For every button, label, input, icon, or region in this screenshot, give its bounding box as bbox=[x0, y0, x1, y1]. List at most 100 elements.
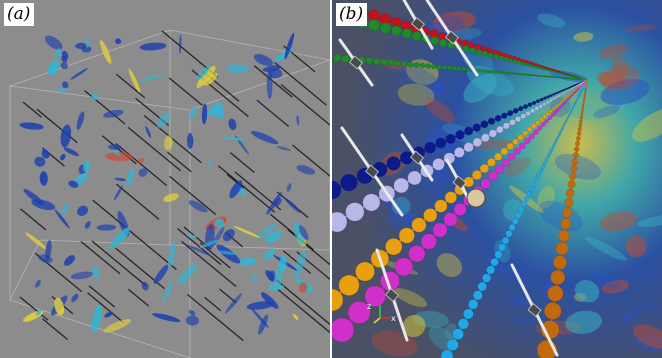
vortex-blob bbox=[187, 133, 194, 149]
volume-blob bbox=[470, 139, 515, 149]
bead bbox=[559, 101, 563, 105]
bead bbox=[493, 53, 499, 60]
bead bbox=[557, 94, 561, 98]
bead bbox=[373, 57, 381, 66]
bead bbox=[558, 76, 561, 79]
bead bbox=[533, 74, 536, 77]
bead bbox=[576, 89, 579, 92]
bead bbox=[549, 98, 553, 103]
bead bbox=[534, 63, 538, 67]
bead bbox=[419, 62, 426, 69]
bead bbox=[579, 119, 583, 124]
vortex-blob bbox=[103, 109, 124, 118]
bead bbox=[407, 170, 422, 186]
bead bbox=[386, 156, 401, 171]
bead bbox=[531, 123, 537, 129]
bead bbox=[510, 71, 513, 75]
bead bbox=[528, 73, 532, 77]
vortex-blob bbox=[253, 54, 274, 66]
vortex-blob bbox=[285, 198, 301, 213]
bead bbox=[568, 114, 571, 117]
vortex-blob bbox=[41, 149, 50, 159]
vortex-blob bbox=[179, 34, 182, 54]
bead bbox=[500, 147, 509, 156]
bead bbox=[531, 181, 537, 187]
vortex-blob bbox=[299, 281, 308, 293]
vortex-blob bbox=[276, 146, 292, 151]
bead bbox=[569, 77, 572, 80]
bead bbox=[556, 76, 559, 79]
bead bbox=[553, 141, 557, 146]
bead bbox=[512, 55, 517, 61]
bead bbox=[553, 110, 558, 115]
bead bbox=[345, 202, 365, 222]
bead bbox=[508, 58, 514, 63]
bead bbox=[570, 92, 573, 95]
vortex-line bbox=[87, 292, 124, 323]
bead bbox=[538, 169, 543, 174]
cube-edge bbox=[9, 29, 171, 87]
volume-blob bbox=[537, 200, 583, 232]
vortex-blob bbox=[114, 185, 123, 201]
bead bbox=[447, 65, 452, 71]
bead bbox=[521, 201, 527, 208]
bead bbox=[544, 302, 562, 320]
bead bbox=[560, 76, 563, 79]
bead bbox=[482, 273, 492, 283]
bead bbox=[577, 83, 580, 86]
bead bbox=[563, 98, 566, 101]
volume-blob bbox=[600, 79, 650, 106]
bead bbox=[568, 93, 571, 96]
axis-z-label: z bbox=[367, 302, 371, 311]
vortex-line bbox=[115, 143, 168, 186]
bead bbox=[570, 110, 573, 113]
vortex-blob bbox=[61, 50, 69, 60]
bead bbox=[566, 89, 569, 92]
bead bbox=[524, 137, 531, 145]
vortex-blob bbox=[85, 37, 89, 49]
volume-blob bbox=[633, 324, 662, 349]
volume-blob bbox=[600, 65, 640, 91]
bead bbox=[517, 60, 522, 65]
bead bbox=[420, 233, 437, 250]
bead bbox=[573, 102, 576, 105]
bead bbox=[443, 212, 458, 227]
bead bbox=[546, 100, 550, 105]
vortex-blob bbox=[284, 32, 295, 60]
bead bbox=[516, 57, 521, 62]
bead bbox=[365, 57, 373, 65]
bead bbox=[570, 165, 578, 173]
bead bbox=[520, 113, 527, 119]
bead bbox=[506, 71, 510, 75]
bead bbox=[486, 69, 490, 74]
bead bbox=[544, 75, 547, 78]
bead bbox=[475, 49, 482, 56]
bead bbox=[567, 180, 576, 189]
bead bbox=[564, 77, 567, 80]
bead bbox=[571, 108, 574, 111]
vortex-line bbox=[20, 208, 47, 231]
bead bbox=[507, 54, 513, 59]
volume-blob bbox=[639, 300, 660, 311]
bead bbox=[552, 97, 556, 101]
bead bbox=[338, 274, 360, 296]
bead bbox=[552, 76, 555, 79]
vortex-blob bbox=[214, 218, 225, 229]
bead bbox=[394, 257, 414, 277]
bead bbox=[490, 69, 494, 74]
bead bbox=[568, 86, 571, 89]
bead bbox=[572, 91, 575, 94]
bead bbox=[543, 66, 547, 69]
bead bbox=[549, 69, 553, 72]
probe-body bbox=[385, 288, 399, 302]
bead bbox=[463, 142, 474, 153]
vortex-blob bbox=[112, 149, 121, 157]
bead bbox=[568, 172, 577, 180]
bead bbox=[492, 49, 498, 55]
bead bbox=[517, 134, 524, 141]
vortex-blob bbox=[153, 264, 169, 285]
vortex-blob bbox=[54, 209, 70, 229]
bead bbox=[487, 117, 496, 125]
vortex-blob bbox=[256, 222, 278, 240]
vortex-blob bbox=[70, 67, 88, 80]
